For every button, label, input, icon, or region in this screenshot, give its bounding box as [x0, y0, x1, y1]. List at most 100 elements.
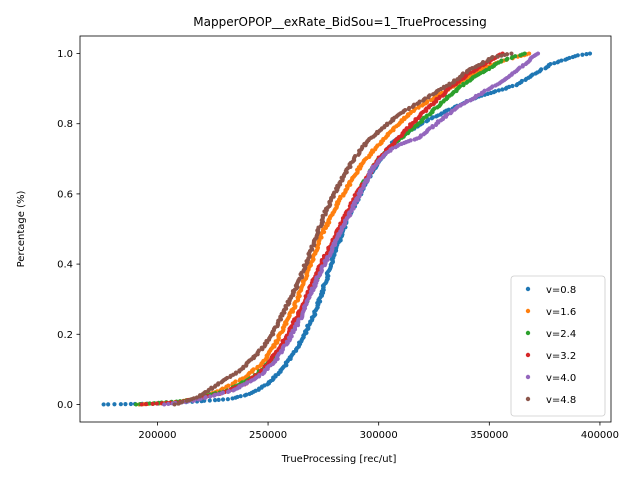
data-point: [446, 107, 451, 112]
data-point: [220, 390, 226, 395]
legend-marker: [525, 396, 531, 402]
data-point: [162, 402, 167, 407]
data-point: [257, 373, 262, 378]
data-point: [106, 402, 111, 407]
data-point: [499, 53, 504, 58]
data-point: [407, 105, 412, 111]
data-point: [403, 107, 408, 113]
data-point: [128, 401, 133, 407]
data-point: [509, 51, 514, 56]
chart-title: MapperOPOP__exRate_BidSou=1_TrueProcessi…: [193, 15, 486, 29]
y-tick-label: 0.8: [57, 119, 73, 130]
data-point: [408, 138, 413, 143]
data-point: [427, 93, 432, 98]
data-point: [567, 55, 572, 61]
data-point: [535, 51, 541, 56]
data-point: [233, 379, 238, 384]
data-point: [123, 402, 128, 407]
data-point: [513, 54, 518, 59]
data-point: [258, 368, 264, 373]
x-tick-label: 300000: [360, 430, 398, 441]
data-point: [493, 89, 498, 94]
data-point: [452, 78, 457, 83]
data-point: [430, 123, 435, 129]
data-point: [251, 367, 256, 372]
data-point: [112, 402, 117, 407]
data-point: [422, 96, 428, 101]
legend-label: v=2.4: [546, 329, 576, 340]
y-tick-label: 1.0: [57, 49, 73, 60]
data-point: [338, 194, 343, 199]
data-point: [225, 397, 230, 402]
data-point: [133, 402, 139, 407]
data-point: [216, 392, 221, 397]
data-point: [224, 375, 230, 381]
x-tick-label: 250000: [249, 430, 287, 441]
data-point: [390, 146, 395, 151]
plot-area: 200000 250000 300000 350000 400000 0.0 0.2 0.4 0…: [57, 35, 619, 441]
data-point: [411, 102, 417, 107]
data-point: [227, 389, 232, 394]
x-tick-label: 200000: [138, 430, 176, 441]
data-point: [437, 94, 442, 99]
data-point: [507, 84, 512, 89]
data-point: [457, 84, 463, 89]
data-point: [256, 348, 262, 353]
data-point: [495, 54, 500, 59]
data-point: [505, 56, 510, 61]
x-tick-label: 350000: [470, 430, 508, 441]
legend-marker: [525, 330, 531, 336]
data-point: [519, 78, 525, 84]
data-point: [220, 397, 226, 402]
legend-label: v=4.8: [546, 395, 576, 406]
data-point: [166, 401, 171, 407]
x-axis-label: TrueProcessing [rec/ut]: [281, 454, 397, 465]
x-tick-label: 400000: [581, 430, 619, 441]
data-point: [430, 115, 435, 120]
legend-marker: [525, 308, 531, 314]
data-point: [235, 394, 240, 400]
data-point: [499, 58, 504, 63]
legend: v=0.8 v=1.6 v=2.4 v=3.2 v=4.0 v=4.8: [510, 275, 606, 417]
data-point: [461, 81, 466, 87]
data-point: [180, 399, 185, 404]
legend-marker: [525, 286, 531, 292]
data-point: [212, 392, 218, 398]
data-point: [352, 154, 358, 159]
data-point: [220, 386, 225, 391]
data-point: [244, 392, 249, 397]
y-tick-label: 0.4: [57, 260, 73, 271]
data-point: [575, 53, 580, 58]
data-point: [539, 67, 544, 72]
data-point: [212, 398, 218, 403]
data-point: [504, 52, 510, 57]
data-point: [480, 59, 486, 65]
data-point: [527, 51, 532, 56]
data-point: [580, 52, 585, 57]
data-point: [490, 54, 495, 60]
data-point: [226, 383, 231, 388]
data-point: [209, 385, 214, 390]
data-point: [118, 402, 123, 407]
y-tick-label: 0.0: [57, 400, 73, 411]
data-point: [427, 126, 432, 131]
legend-marker: [525, 352, 531, 358]
data-point: [587, 51, 593, 56]
data-point: [101, 402, 106, 407]
y-tick-label: 0.2: [57, 330, 73, 341]
data-point: [238, 394, 243, 399]
legend-marker: [525, 374, 531, 380]
data-point: [216, 397, 221, 402]
data-point: [194, 395, 200, 400]
data-point: [150, 401, 155, 406]
data-point: [203, 395, 208, 400]
data-point: [522, 51, 527, 56]
data-point: [233, 370, 239, 375]
y-tick-label: 0.6: [57, 189, 73, 200]
data-point: [417, 99, 422, 104]
data-point: [584, 52, 589, 57]
data-point: [384, 121, 390, 126]
y-axis-label: Percentage (%): [16, 191, 27, 268]
legend-label: v=0.8: [546, 285, 576, 296]
